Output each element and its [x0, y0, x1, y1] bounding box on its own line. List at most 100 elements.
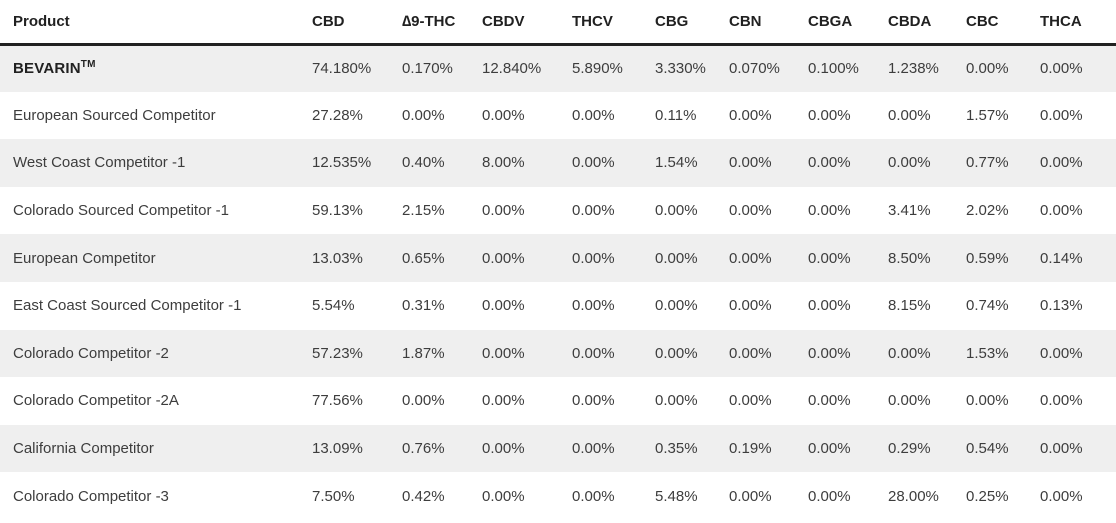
value-cell-cbd: 59.13%: [312, 202, 363, 220]
value-cell-cbc: 1.53%: [966, 344, 1009, 362]
value-cell-cbda: 3.41%: [888, 202, 931, 220]
product-name-cell: Colorado Competitor -2A: [0, 377, 312, 425]
value-cell-cbc: 0.54%: [966, 440, 1009, 458]
table-row: East Coast Sourced Competitor -1 5.54% 0.3…: [0, 281, 1116, 330]
value-cell-cbd: 27.28%: [312, 106, 363, 124]
value-cell-cbda: 0.00%: [888, 154, 931, 172]
product-name-cell: California Competitor: [0, 425, 312, 473]
value-cell-thca: 0.00%: [1040, 440, 1083, 458]
column-header-cbc: CBC: [966, 0, 1040, 46]
value-cell-cbn: 0.00%: [729, 487, 772, 505]
product-name-cell: European Competitor: [0, 234, 312, 282]
value-cell-cbga: 0.00%: [808, 392, 851, 410]
column-header-product: Product: [0, 0, 312, 46]
value-cell-cbn: 0.00%: [729, 344, 772, 362]
value-cell-cbg: 5.48%: [655, 487, 698, 505]
value-cell-cbda: 0.29%: [888, 440, 931, 458]
value-cell-cbga: 0.00%: [808, 344, 851, 362]
value-cell-thcv: 0.00%: [572, 297, 615, 315]
value-cell-cbdv: 0.00%: [482, 249, 525, 267]
value-cell-thc: 0.42%: [402, 487, 445, 505]
table-row: Colorado Competitor -2 57.23% 1.87% 0.00% 0.…: [0, 329, 1116, 378]
value-cell-cbc: 0.00%: [966, 60, 1009, 78]
value-cell-thcv: 0.00%: [572, 249, 615, 267]
trademark-superscript: TM: [80, 59, 96, 71]
value-cell-cbc: 0.00%: [966, 392, 1009, 410]
value-cell-thca: 0.13%: [1040, 297, 1083, 315]
product-name-cell: BEVARINTM: [0, 44, 312, 92]
value-cell-cbga: 0.100%: [808, 60, 859, 78]
product-name: Colorado Competitor -3: [13, 487, 169, 505]
value-cell-cbg: 0.00%: [655, 344, 698, 362]
value-cell-cbd: 57.23%: [312, 344, 363, 362]
value-cell-cbd: 12.535%: [312, 154, 372, 172]
value-cell-cbg: 0.00%: [655, 297, 698, 315]
value-cell-cbga: 0.00%: [808, 487, 851, 505]
value-cell-thc: 2.15%: [402, 202, 445, 220]
value-cell-cbga: 0.00%: [808, 202, 851, 220]
table-row: West Coast Competitor -1 12.535% 0.40% 8.00…: [0, 139, 1116, 187]
value-cell-cbda: 8.15%: [888, 297, 931, 315]
product-name: Colorado Competitor -2: [13, 344, 169, 362]
value-cell-cbga: 0.00%: [808, 154, 851, 172]
value-cell-cbd: 13.03%: [312, 249, 363, 267]
product-name-cell: Colorado Competitor -3: [0, 472, 312, 520]
value-cell-thcv: 0.00%: [572, 154, 615, 172]
value-cell-cbc: 0.59%: [966, 249, 1009, 267]
table-row: California Competitor 13.09% 0.76% 0.00% 0.0…: [0, 424, 1116, 473]
value-cell-thca: 0.00%: [1040, 106, 1083, 124]
product-name: Colorado Sourced Competitor -1: [13, 202, 229, 220]
value-cell-cbda: 8.50%: [888, 249, 931, 267]
value-cell-thca: 0.00%: [1040, 392, 1083, 410]
value-cell-cbdv: 0.00%: [482, 392, 525, 410]
value-cell-cbd: 13.09%: [312, 440, 363, 458]
value-cell-thca: 0.00%: [1040, 487, 1083, 505]
value-cell-cbdv: 8.00%: [482, 154, 525, 172]
value-cell-thc: 0.76%: [402, 440, 445, 458]
value-cell-cbc: 1.57%: [966, 106, 1009, 124]
product-name-cell: Colorado Sourced Competitor -1: [0, 187, 312, 235]
value-cell-cbn: 0.00%: [729, 154, 772, 172]
column-header-cbdv: CBDV: [482, 0, 572, 46]
value-cell-thc: 0.00%: [402, 106, 445, 124]
value-cell-thc: 0.65%: [402, 249, 445, 267]
column-header-cbd: CBD: [312, 0, 402, 46]
table-row: European Sourced Competitor 27.28% 0.00% 0.…: [0, 91, 1116, 140]
column-header-cbga: CBGA: [808, 0, 888, 46]
value-cell-cbn: 0.070%: [729, 60, 780, 78]
value-cell-thca: 0.00%: [1040, 202, 1083, 220]
value-cell-cbga: 0.00%: [808, 106, 851, 124]
value-cell-cbga: 0.00%: [808, 440, 851, 458]
value-cell-cbda: 0.00%: [888, 392, 931, 410]
value-cell-cbc: 0.74%: [966, 297, 1009, 315]
value-cell-thcv: 0.00%: [572, 106, 615, 124]
value-cell-cbdv: 0.00%: [482, 440, 525, 458]
product-name: East Coast Sourced Competitor -1: [13, 297, 242, 315]
value-cell-thcv: 0.00%: [572, 344, 615, 362]
column-header-thca: THCA: [1040, 0, 1116, 46]
value-cell-cbg: 0.00%: [655, 249, 698, 267]
value-cell-cbdv: 0.00%: [482, 106, 525, 124]
value-cell-cbn: 0.00%: [729, 106, 772, 124]
value-cell-cbg: 0.35%: [655, 440, 698, 458]
value-cell-cbg: 0.00%: [655, 202, 698, 220]
value-cell-cbdv: 0.00%: [482, 202, 525, 220]
value-cell-cbd: 5.54%: [312, 297, 355, 315]
value-cell-cbga: 0.00%: [808, 297, 851, 315]
table-row: Colorado Competitor -3 7.50% 0.42% 0.00% 0.0…: [0, 472, 1116, 520]
product-name: California Competitor: [13, 440, 154, 458]
table-row: Colorado Sourced Competitor -1 59.13% 2.15…: [0, 186, 1116, 235]
value-cell-thcv: 0.00%: [572, 487, 615, 505]
product-name-cell: Colorado Competitor -2: [0, 330, 312, 378]
column-header-thcv: THCV: [572, 0, 655, 46]
table-body: BEVARINTM 74.180% 0.170% 12.840% 5.890% 3.330…: [0, 44, 1116, 520]
value-cell-thcv: 0.00%: [572, 202, 615, 220]
product-name: West Coast Competitor -1: [13, 154, 186, 172]
value-cell-thc: 0.40%: [402, 154, 445, 172]
value-cell-cbc: 0.25%: [966, 487, 1009, 505]
value-cell-cbn: 0.00%: [729, 202, 772, 220]
column-header-cbda: CBDA: [888, 0, 966, 46]
value-cell-thca: 0.00%: [1040, 344, 1083, 362]
value-cell-cbd: 77.56%: [312, 392, 363, 410]
